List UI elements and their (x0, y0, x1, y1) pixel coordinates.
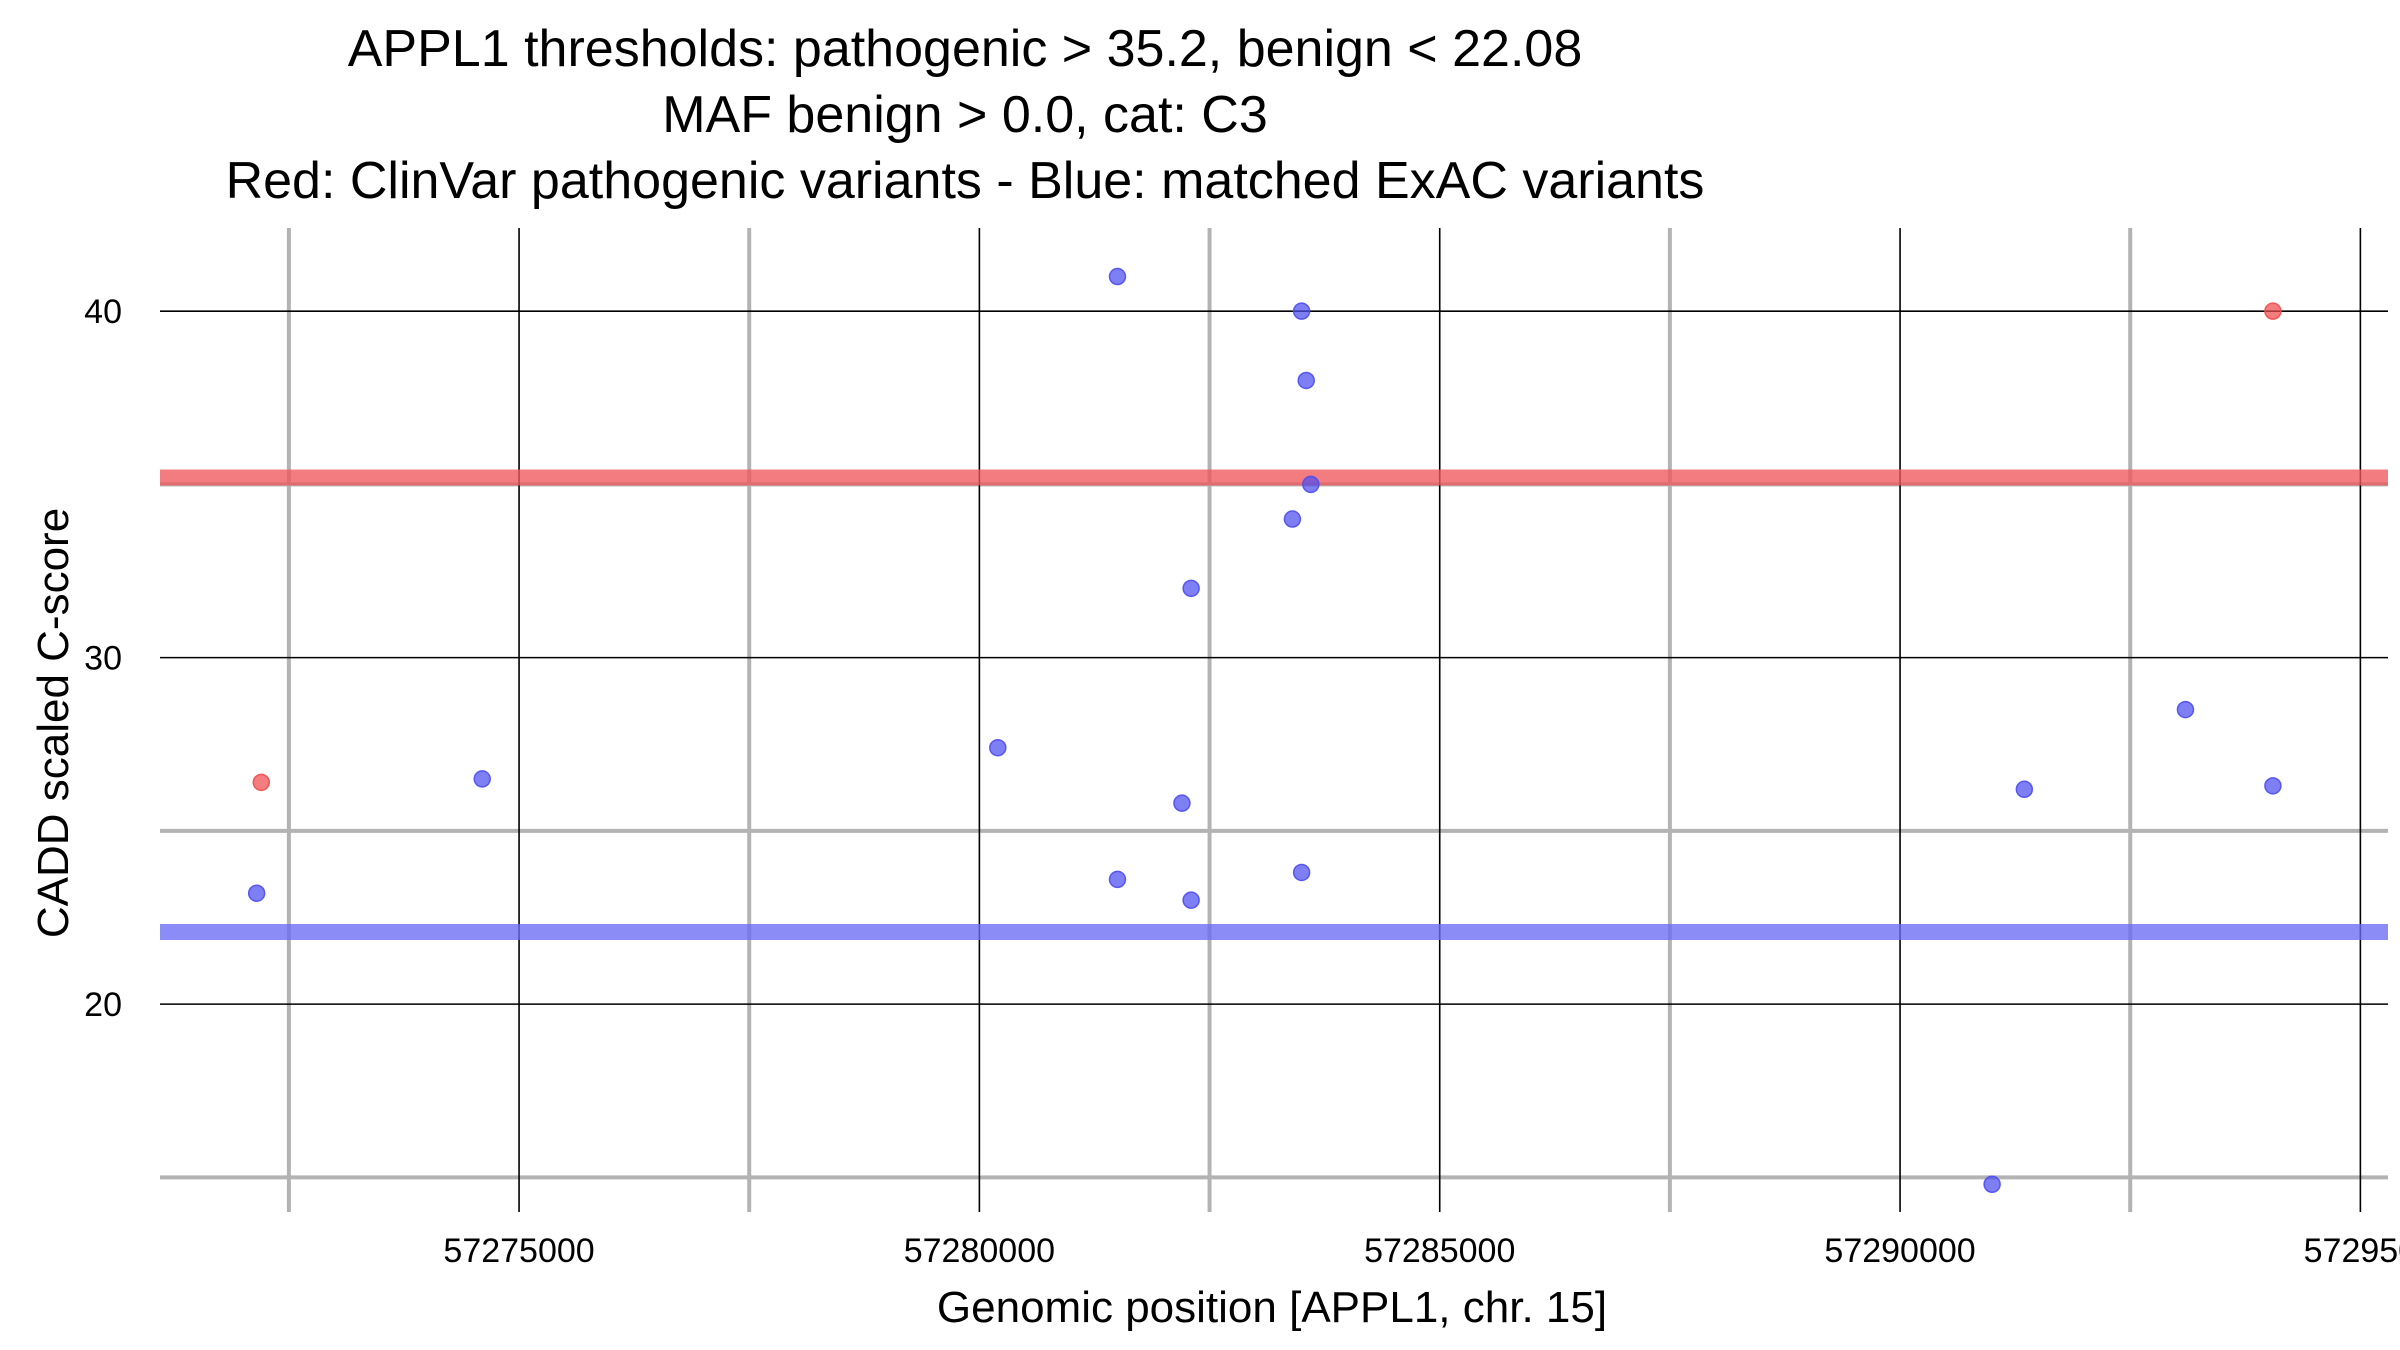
chart-title-line-1: APPL1 thresholds: pathogenic > 35.2, ben… (348, 20, 1583, 78)
x-tick-label: 57285000 (1364, 1232, 1515, 1270)
clinvar-pathogenic-point (2264, 302, 2282, 320)
y-tick-label: 30 (84, 640, 122, 678)
data-points (247, 267, 2282, 1194)
exac-variant-point (1182, 891, 1200, 909)
clinvar-pathogenic-point (252, 773, 271, 792)
y-tick-label: 40 (84, 293, 122, 331)
y-tick-label: 20 (84, 986, 122, 1024)
exac-variant-point (473, 770, 491, 788)
exac-variant-point (1108, 267, 1127, 286)
chart-title-line-3: Red: ClinVar pathogenic variants - Blue:… (226, 152, 1705, 210)
x-axis-label: Genomic position [APPL1, chr. 15] (937, 1283, 1607, 1332)
exac-variant-point (2264, 777, 2282, 795)
y-tick-labels: 20 30 40 (84, 293, 122, 1024)
y-axis-label: CADD scaled C-score (29, 508, 78, 938)
exac-variant-point (1292, 863, 1311, 882)
exac-variant-point (2015, 780, 2034, 799)
x-tick-label: 57275000 (443, 1232, 594, 1270)
threshold-lines (160, 469, 2388, 941)
exac-variant-point (989, 738, 1007, 757)
exac-variant-point (1108, 870, 1127, 889)
x-tick-labels: 57275000 57280000 57285000 57290000 572950 (443, 1232, 2400, 1270)
x-tick-label: 57280000 (904, 1232, 1055, 1270)
exac-variant-point (1292, 302, 1311, 320)
exac-variant-point (1283, 510, 1302, 528)
exac-variant-point (2176, 700, 2195, 719)
chart-title-line-2: MAF benign > 0.0, cat: C3 (662, 86, 1268, 144)
exac-variant-point (1182, 579, 1200, 598)
x-tick-label: 57290000 (1824, 1232, 1975, 1270)
x-tick-label: 572950 (2304, 1232, 2400, 1270)
exac-variant-point (1297, 371, 1315, 390)
minor-gridlines (160, 228, 2388, 1212)
exac-variant-point (247, 884, 266, 902)
exac-variant-point (1983, 1175, 2001, 1194)
exac-variant-point (1302, 475, 1320, 494)
exac-variant-point (1173, 794, 1191, 812)
major-gridlines (160, 228, 2388, 1212)
